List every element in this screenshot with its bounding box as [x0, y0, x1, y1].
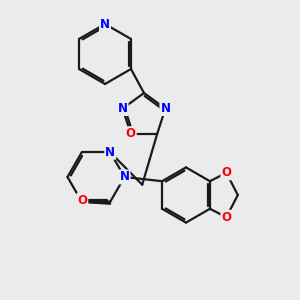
- Text: O: O: [221, 166, 231, 179]
- Text: N: N: [119, 170, 130, 184]
- Text: N: N: [100, 17, 110, 31]
- Text: O: O: [221, 211, 231, 224]
- Text: O: O: [126, 127, 136, 140]
- Text: O: O: [77, 194, 87, 207]
- Text: N: N: [105, 146, 115, 159]
- Text: N: N: [160, 102, 170, 115]
- Text: N: N: [118, 102, 128, 115]
